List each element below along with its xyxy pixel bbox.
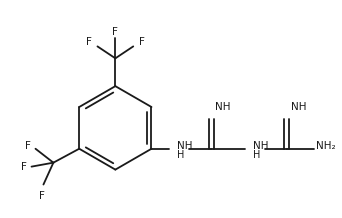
Text: F: F [86, 37, 92, 48]
Text: NH: NH [291, 102, 306, 112]
Text: NH₂: NH₂ [316, 141, 336, 151]
Text: F: F [39, 191, 44, 201]
Text: F: F [139, 37, 145, 48]
Text: NH: NH [177, 141, 193, 151]
Text: H: H [177, 150, 185, 160]
Text: F: F [21, 162, 27, 172]
Text: F: F [113, 27, 118, 37]
Text: F: F [25, 141, 30, 151]
Text: NH: NH [253, 141, 268, 151]
Text: H: H [253, 150, 260, 160]
Text: NH: NH [215, 102, 231, 112]
